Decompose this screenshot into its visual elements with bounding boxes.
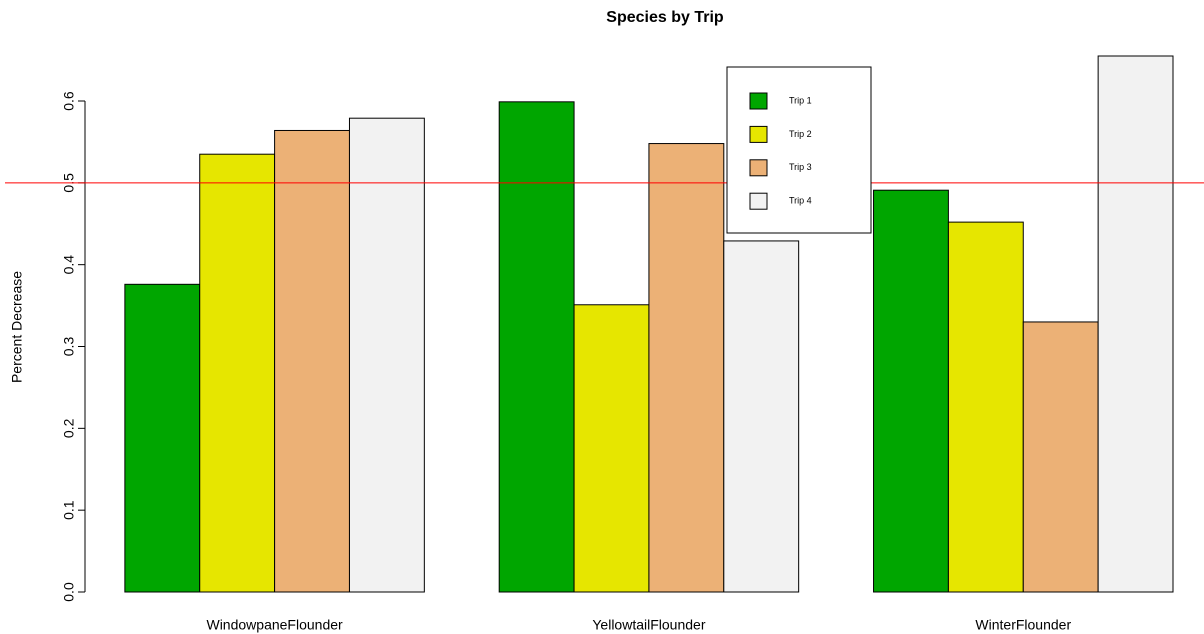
bar bbox=[723, 240, 800, 593]
x-tick-label: WindowpaneFlounder bbox=[206, 617, 343, 633]
bar bbox=[873, 189, 949, 593]
bar bbox=[124, 283, 201, 593]
y-tick-label: 0.3 bbox=[61, 337, 77, 357]
bar bbox=[947, 221, 1024, 593]
bar bbox=[1097, 55, 1174, 593]
bar bbox=[498, 101, 575, 593]
bar bbox=[1022, 321, 1099, 593]
legend-swatch bbox=[749, 92, 768, 110]
bar bbox=[348, 117, 425, 593]
y-tick-label: 0.6 bbox=[61, 91, 77, 111]
y-tick-label: 0.2 bbox=[61, 418, 77, 438]
legend-swatch bbox=[749, 125, 768, 143]
legend-swatch bbox=[749, 192, 768, 210]
legend-label: Trip 4 bbox=[789, 196, 812, 206]
legend-swatch bbox=[749, 159, 768, 177]
y-tick-label: 0.0 bbox=[61, 582, 77, 602]
y-axis-label: Percent Decrease bbox=[9, 271, 25, 383]
chart-title: Species by Trip bbox=[606, 9, 724, 26]
x-tick-label: WinterFlounder bbox=[975, 617, 1071, 633]
bar bbox=[199, 153, 276, 593]
x-tick-label: YellowtailFlounder bbox=[592, 617, 705, 633]
legend-box bbox=[726, 66, 872, 234]
legend-label: Trip 1 bbox=[789, 95, 812, 105]
legend-label: Trip 3 bbox=[789, 162, 812, 172]
bar bbox=[573, 304, 650, 593]
y-tick-label: 0.4 bbox=[61, 255, 77, 275]
bar bbox=[648, 143, 725, 593]
legend-label: Trip 2 bbox=[789, 129, 812, 139]
y-tick-label: 0.1 bbox=[61, 500, 77, 520]
bar bbox=[274, 129, 350, 593]
